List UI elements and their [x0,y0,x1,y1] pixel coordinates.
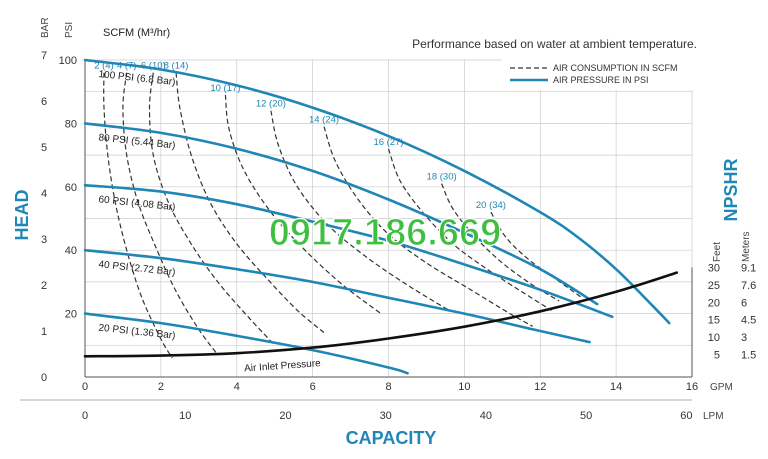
y-tick-bar: 6 [41,96,47,108]
npshr-unit-meters: Meters [741,231,752,262]
y-tick-bar: 1 [41,326,47,338]
npshr-tick-meters: 7.6 [741,280,756,292]
air-consumption-label: 14 (24) [309,115,339,126]
npshr-tick-feet: 5 [714,350,720,362]
x-tick-lpm: 60 [680,410,692,422]
legend-consumption-label: AIR CONSUMPTION IN SCFM [553,63,678,73]
legend-pressure-label: AIR PRESSURE IN PSI [553,75,649,85]
air-consumption-curve [103,72,173,359]
air-consumption-label: 10 (17) [210,83,240,94]
x-tick-lpm: 10 [179,410,191,422]
chart-title: Performance based on water at ambient te… [412,37,697,51]
x-tick-gpm: 2 [158,381,164,393]
tick-labels: 0 2 4 6 8 10 12 14 160 10 20 30 40 50 6020406080100012… [41,50,756,422]
air-pressure-curve [83,248,591,344]
npshr-tick-meters: 4.5 [741,315,756,327]
npshr-tick-meters: 1.5 [741,350,756,362]
air-consumption-label: 2 (4) [94,61,114,72]
legend-box [502,58,704,90]
npshr-tick-meters: 6 [741,297,747,309]
y-unit-psi: PSI [64,22,75,38]
air-consumption-label: 6 (10) [141,61,166,72]
y-tick-bar: 7 [41,50,47,62]
y-tick-psi: 100 [59,55,77,67]
air-consumption-curve [323,126,533,327]
y-tick-psi: 80 [65,118,77,130]
npshr-tick-feet: 10 [708,332,720,344]
x-tick-lpm: 40 [480,410,492,422]
air-inlet-pressure-label: Air Inlet Pressure [244,358,322,374]
npshr-unit-feet: Feet [712,242,723,262]
npshr-tick-feet: 15 [708,315,720,327]
x-unit-lpm: LPM [703,411,724,422]
npshr-tick-meters: 9.1 [741,262,756,274]
npshr-curve [83,271,679,358]
npshr-tick-feet: 20 [708,297,720,309]
x-tick-gpm: 12 [534,381,546,393]
npshr-curve-line [83,271,679,358]
x-tick-gpm: 16 [686,381,698,393]
x-tick-lpm: 20 [279,410,291,422]
air-consumption-curve [441,183,560,302]
x-tick-gpm: 6 [310,381,316,393]
npshr-tick-meters: 3 [741,332,747,344]
y-axis-title: HEAD [12,189,32,240]
air-pressure-curve [83,183,614,319]
air-pressure-curves [83,58,671,375]
y-tick-bar: 3 [41,234,47,246]
air-pressure-curve [83,58,671,325]
npshr-tick-feet: 25 [708,280,720,292]
air-consumption-curve [387,148,552,311]
air-consumption-label: 8 (14) [164,61,189,72]
air-consumption-label: 4 (7) [117,61,137,72]
y-unit-bar: BAR [40,17,51,38]
x-tick-gpm: 10 [458,381,470,393]
x-axis-title: CAPACITY [346,428,437,448]
x-tick-gpm: 4 [234,381,240,393]
grid-lines [85,59,693,377]
y-tick-bar: 5 [41,142,47,154]
npshr-tick-feet: 30 [708,262,720,274]
axes [20,60,693,401]
y-tick-psi: 60 [65,182,77,194]
air-consumption-label: 18 (30) [427,172,457,183]
air-consumption-curve [148,72,276,346]
x-unit-gpm: GPM [710,382,733,393]
x-tick-gpm: 8 [385,381,391,393]
y-tick-psi: 20 [65,309,77,321]
air-pressure-curve [83,312,409,375]
air-consumption-label: 12 (20) [256,99,286,110]
legend: AIR CONSUMPTION IN SCFM AIR PRESSURE IN … [502,58,704,90]
overlay-phone-number: 0917.186.669 [269,212,501,254]
y-tick-bar: 0 [41,372,47,384]
air-consumption-label: 20 (34) [476,200,506,211]
x-tick-gpm: 0 [82,381,88,393]
y-tick-psi: 40 [65,245,77,257]
npshr-axis-title: NPSHR [721,158,741,221]
y-tick-bar: 4 [41,188,47,200]
x-tick-gpm: 14 [610,381,622,393]
air-consumption-curve [490,211,583,299]
y-tick-bar: 2 [41,280,47,292]
x-tick-lpm: 0 [82,410,88,422]
air-consumption-label: 16 (27) [373,137,403,148]
air-pressure-curve [83,122,599,306]
x-tick-lpm: 50 [580,410,592,422]
air-consumption-curve [175,72,325,334]
scfm-header: SCFM (M³/hr) [103,27,170,39]
x-tick-lpm: 30 [380,410,392,422]
